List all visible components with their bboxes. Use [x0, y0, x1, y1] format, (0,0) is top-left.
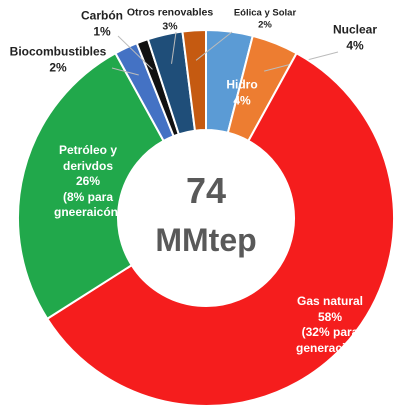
leader-line: [195, 31, 233, 61]
slice-label: Carbón 1%: [72, 8, 132, 39]
value-label: 58%: [317, 309, 343, 324]
slice-label: Biocombustibles 2%: [0, 44, 118, 75]
value-label: 2%: [258, 20, 272, 31]
note-label: (32% para generación): [295, 325, 364, 355]
donut-segment: [45, 51, 395, 407]
slice-label: Nuclear 4%: [325, 22, 385, 53]
category-label: Petróleo y derivdos: [58, 143, 118, 173]
donut-segment: [17, 51, 165, 321]
leader-line: [111, 67, 139, 76]
category-label: Otros renovables: [126, 6, 214, 19]
slice-label: Petróleo y derivdos 26% (8% para gneeraicó…: [42, 143, 134, 221]
value-label: 4%: [233, 93, 251, 107]
center-value: 74: [185, 170, 227, 211]
leader-line: [117, 35, 153, 70]
center-unit: MMtep: [155, 222, 257, 258]
value-label: 4%: [346, 38, 364, 52]
slice-label: Eólica y Solar 2%: [225, 8, 305, 33]
slice-label: Gas natural 58% (32% para generación): [284, 294, 376, 356]
value-label: 3%: [162, 20, 178, 32]
category-label: Gas natural: [296, 293, 364, 308]
category-label: Carbón: [81, 8, 123, 23]
slice-label: Otros renovables 3%: [115, 6, 225, 33]
category-label: Nuclear: [332, 22, 378, 37]
value-label: 1%: [93, 24, 111, 38]
donut-segment: [181, 28, 207, 132]
category-label: Hidro: [226, 77, 258, 92]
leader-line: [171, 31, 177, 64]
category-label: Eólica y Solar: [233, 7, 297, 19]
value-label: 26%: [75, 174, 101, 189]
category-label: Biocombustibles: [9, 44, 107, 59]
note-label: (8% para gneeraicón): [53, 189, 122, 220]
value-label: 2%: [49, 60, 67, 74]
slice-label: Hidro 4%: [222, 77, 262, 108]
